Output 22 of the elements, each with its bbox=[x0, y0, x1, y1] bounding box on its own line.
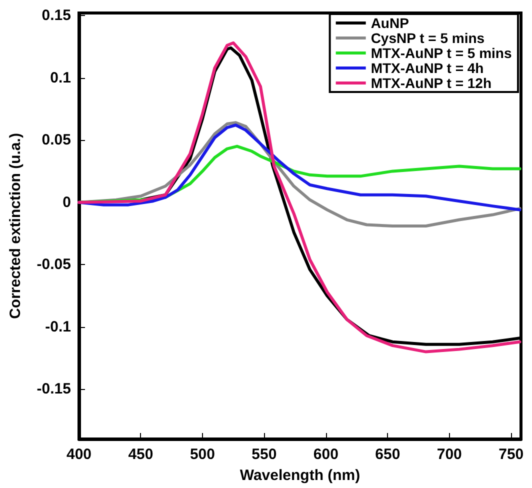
y-tick-label: 0.05 bbox=[42, 132, 71, 149]
legend-label: CysNP t = 5 mins bbox=[370, 30, 485, 46]
y-axis-title: Corrected extinction (u.a.) bbox=[7, 133, 24, 319]
x-tick-label: 500 bbox=[190, 446, 215, 463]
x-tick-label: 450 bbox=[128, 446, 154, 463]
x-tick-label: 700 bbox=[436, 446, 462, 463]
legend-label: MTX-AuNP t = 12h bbox=[370, 75, 492, 91]
legend-label: MTX-AuNP t = 5 mins bbox=[370, 45, 512, 61]
y-tick-label: -0.15 bbox=[36, 380, 71, 398]
x-tick-label: 600 bbox=[313, 446, 338, 463]
y-tick-label: 0 bbox=[62, 194, 71, 211]
y-tick-label: -0.05 bbox=[36, 256, 71, 274]
x-tick-label: 750 bbox=[498, 446, 524, 463]
x-tick-label: 650 bbox=[375, 446, 400, 463]
x-axis-title: Wavelength (nm) bbox=[240, 467, 360, 484]
legend-label: AuNP bbox=[370, 15, 409, 31]
y-tick-label: 0.15 bbox=[42, 6, 71, 24]
y-tick-label: 0.1 bbox=[50, 69, 71, 86]
x-tick-label: 400 bbox=[66, 446, 92, 463]
y-tick-label: -0.1 bbox=[45, 318, 71, 336]
legend-label: MTX-AuNP t = 4h bbox=[370, 60, 484, 76]
x-tick-label: 550 bbox=[252, 446, 277, 463]
